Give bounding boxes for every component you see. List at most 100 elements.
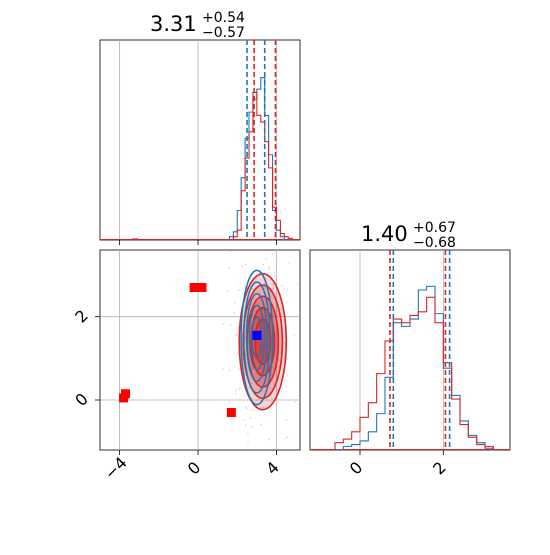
joint-sample-point bbox=[262, 285, 265, 288]
joint-sample-point bbox=[271, 245, 273, 247]
joint-sample-point bbox=[262, 263, 265, 266]
joint-sample-point bbox=[276, 262, 278, 265]
joint-sample-point bbox=[241, 265, 244, 268]
joint-sample-point bbox=[285, 246, 287, 248]
joint-sample-point bbox=[235, 392, 237, 395]
joint-sample-point bbox=[273, 275, 276, 278]
joint-sample-point bbox=[286, 357, 288, 360]
hist-1-title: 3.31 +0.54 −0.57 bbox=[150, 10, 245, 41]
joint-red-marker bbox=[189, 283, 199, 292]
joint-sample-point bbox=[285, 419, 288, 421]
hist-1-title-value: 3.31 bbox=[150, 12, 197, 36]
hist-1-series-1-step bbox=[229, 91, 297, 240]
joint-sample-point bbox=[215, 484, 217, 486]
joint-x-tick-label: 4 bbox=[262, 458, 283, 479]
joint-sample-point bbox=[247, 441, 249, 444]
joint-sample-point bbox=[245, 406, 247, 408]
joint-sample-point bbox=[296, 282, 299, 285]
joint-sample-point bbox=[255, 373, 258, 376]
joint-sample-point bbox=[268, 266, 270, 269]
joint-red-contour-0 bbox=[238, 272, 288, 411]
joint-sample-point bbox=[244, 285, 246, 288]
joint-sample-point bbox=[273, 361, 275, 364]
joint-sample-point bbox=[258, 314, 260, 316]
joint-red-marker bbox=[226, 408, 236, 417]
hist-2-title-minus: −0.68 bbox=[413, 235, 456, 251]
joint-sample-point bbox=[269, 401, 272, 404]
joint-sample-point bbox=[222, 322, 225, 325]
joint-sample-point bbox=[270, 374, 273, 377]
joint-sample-point bbox=[257, 319, 259, 322]
joint-sample-point bbox=[285, 386, 288, 389]
joint-sample-point bbox=[254, 363, 257, 366]
joint-sample-point bbox=[235, 334, 237, 337]
hist-2-title-value: 1.40 bbox=[361, 222, 408, 246]
hist-2-title-plus: +0.67 bbox=[413, 220, 456, 236]
hist-1-title-plus: +0.54 bbox=[202, 10, 245, 26]
joint-sample-point bbox=[285, 437, 287, 440]
joint-y-tick-label: 0 bbox=[71, 389, 92, 410]
joint-sample-point bbox=[283, 342, 286, 345]
joint-sample-point bbox=[248, 386, 251, 389]
hist-1-series-0-step bbox=[228, 77, 297, 240]
joint-sample-point bbox=[263, 282, 266, 285]
joint-blue-contour-2 bbox=[245, 293, 268, 382]
panel-hist-1-frame bbox=[99, 39, 301, 241]
joint-sample-point bbox=[251, 425, 254, 428]
joint-sample-point bbox=[273, 271, 276, 274]
joint-sample-point bbox=[250, 382, 253, 385]
joint-x-tick-label: −4 bbox=[101, 453, 131, 483]
joint-sample-point bbox=[243, 419, 246, 421]
joint-sample-point bbox=[255, 277, 258, 280]
joint-sample-point bbox=[245, 263, 247, 266]
joint-sample-point bbox=[238, 387, 241, 390]
joint-sample-point bbox=[252, 287, 254, 290]
joint-sample-point bbox=[229, 250, 232, 253]
joint-sample-point bbox=[228, 267, 231, 270]
panel-hist-2-frame bbox=[309, 249, 511, 451]
joint-sample-point bbox=[271, 397, 273, 400]
joint-sample-point bbox=[233, 311, 236, 314]
joint-blue-marker bbox=[252, 330, 262, 340]
joint-sample-point bbox=[251, 397, 254, 400]
joint-sample-point bbox=[293, 333, 296, 336]
joint-sample-point bbox=[271, 253, 274, 256]
hist-1-layer bbox=[100, 40, 300, 240]
joint-sample-point bbox=[263, 321, 266, 324]
joint-sample-point bbox=[286, 436, 289, 438]
joint-sample-point bbox=[268, 438, 271, 441]
joint-sample-point bbox=[278, 359, 281, 361]
joint-sample-point bbox=[226, 290, 229, 293]
joint-sample-point bbox=[233, 301, 236, 304]
joint-sample-point bbox=[272, 288, 275, 290]
joint-sample-point bbox=[264, 286, 267, 289]
hist-1-title-minus: −0.57 bbox=[202, 25, 245, 41]
joint-red-marker bbox=[119, 393, 129, 403]
joint-layer bbox=[119, 245, 299, 486]
joint-sample-point bbox=[234, 388, 237, 391]
joint-sample-point bbox=[265, 258, 267, 260]
joint-sample-point bbox=[275, 310, 278, 313]
joint-sample-point bbox=[263, 372, 266, 375]
joint-sample-point bbox=[250, 409, 253, 411]
joint-x-tick-label: 0 bbox=[184, 458, 205, 479]
hist-2-series-1-step bbox=[334, 296, 494, 450]
joint-blue-contour-0 bbox=[240, 269, 274, 406]
joint-sample-point bbox=[275, 275, 278, 278]
joint-sample-point bbox=[286, 288, 289, 291]
joint-sample-point bbox=[259, 316, 262, 319]
joint-sample-point bbox=[286, 374, 289, 377]
joint-sample-point bbox=[294, 401, 297, 403]
joint-sample-point bbox=[268, 268, 270, 271]
joint-sample-point bbox=[255, 400, 258, 402]
joint-blue-contour-1 bbox=[243, 281, 271, 394]
joint-sample-point bbox=[249, 417, 252, 419]
joint-sample-point bbox=[261, 308, 264, 311]
joint-sample-point bbox=[258, 357, 261, 360]
joint-sample-point bbox=[251, 368, 254, 371]
joint-red-marker bbox=[197, 283, 207, 292]
joint-sample-point bbox=[266, 352, 269, 354]
joint-sample-point bbox=[222, 367, 225, 370]
